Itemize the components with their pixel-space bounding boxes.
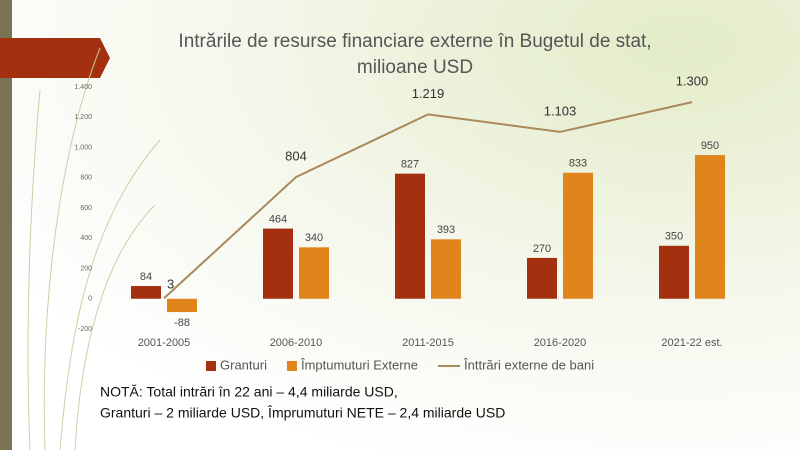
value-label: 827: [401, 159, 419, 171]
value-label: 340: [305, 232, 323, 244]
bar: [131, 286, 161, 299]
x-tick-label: 2011-2015: [402, 337, 454, 349]
chart-title: milioane USD: [357, 57, 473, 78]
line-label: 1.103: [544, 103, 577, 118]
value-label: 84: [140, 271, 152, 283]
x-tick-label: 2006-2010: [270, 337, 323, 349]
y-tick-label: 600: [80, 205, 92, 212]
y-tick-label: 1.400: [74, 84, 92, 91]
x-tick-label: 2021-22 est.: [661, 337, 722, 349]
legend-swatch: [206, 361, 216, 371]
legend-label: Granturi: [220, 357, 267, 372]
y-tick-label: 1.200: [74, 114, 92, 121]
x-tick-label: 2001-2005: [138, 337, 191, 349]
y-tick-label: 0: [88, 296, 92, 303]
bar: [659, 245, 689, 299]
note: NOTĂ: Total intrări în 22 ani – 4,4 mili…: [100, 384, 398, 400]
decor-curves: [27, 47, 161, 451]
y-tick-label: 800: [80, 175, 92, 182]
bar: [431, 239, 461, 299]
value-label: 350: [665, 231, 683, 243]
bar: [563, 172, 593, 299]
bar: [695, 155, 725, 299]
bar: [167, 298, 197, 313]
line-label: 804: [285, 149, 307, 164]
y-tick-label: -200: [78, 326, 92, 333]
legend-swatch: [286, 361, 297, 371]
title-accent: [0, 38, 110, 78]
x-tick-label: 2016-2020: [534, 337, 587, 349]
y-tick-label: 1.000: [74, 144, 92, 151]
value-label: 833: [569, 158, 587, 170]
y-tick-label: 200: [80, 265, 92, 272]
left-bar: [0, 0, 12, 450]
note: Granturi – 2 miliarde USD, Împrumuturi N…: [100, 405, 505, 421]
bar: [299, 247, 329, 299]
bar: [395, 173, 425, 299]
value-label: 270: [533, 243, 551, 255]
chart-title: Intrările de resurse financiare externe …: [178, 31, 651, 52]
value-label: 393: [437, 224, 455, 236]
line-label: 1.300: [676, 74, 709, 89]
legend-label: Împtumuturi Externe: [300, 357, 418, 372]
bar: [527, 257, 557, 299]
value-label: 464: [269, 213, 287, 225]
value-label: 950: [701, 140, 719, 152]
value-label: -88: [174, 317, 190, 329]
line-label: 3: [167, 277, 174, 292]
legend-label: Înttrări externe de bani: [463, 357, 594, 372]
line: [163, 101, 693, 300]
bar: [263, 228, 293, 299]
y-tick-label: 400: [80, 235, 92, 242]
line-label: 1.219: [412, 86, 445, 101]
